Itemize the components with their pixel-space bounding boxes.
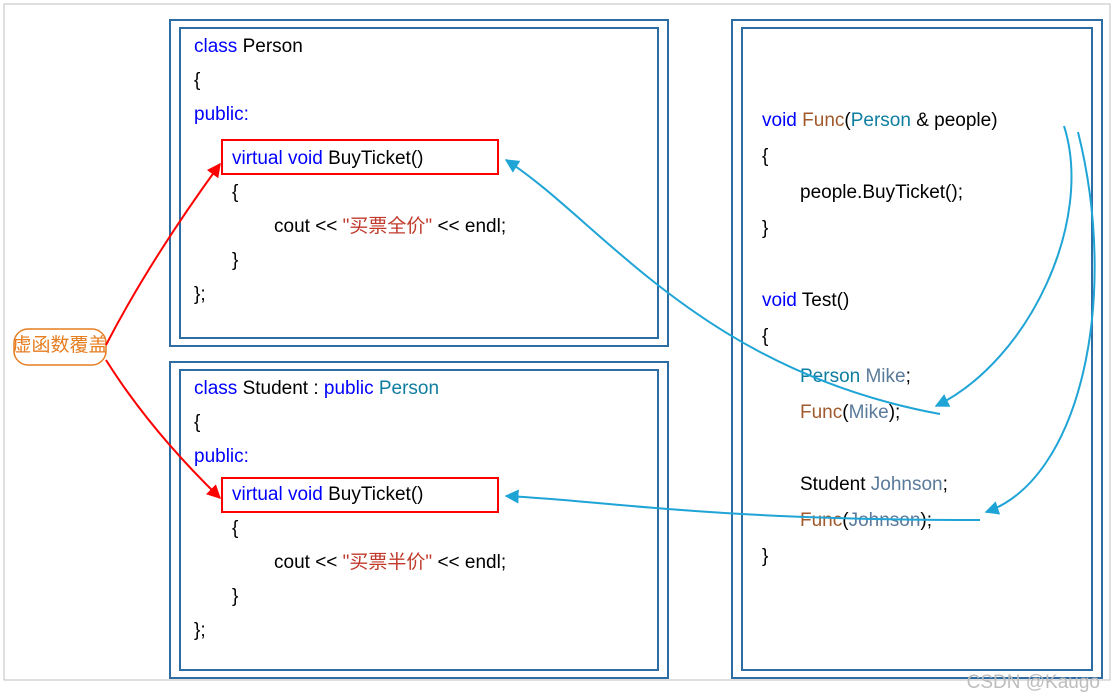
person-code-line-6: }: [232, 250, 238, 271]
diagram-canvas: class Person { public: virtual void BuyTick…: [0, 0, 1114, 695]
right-code-line-10: }: [762, 546, 768, 567]
right-code-line-7: Func(Mike);: [800, 402, 900, 423]
right-code-line-8: Student Johnson;: [800, 474, 948, 495]
student-code-line-5: cout << "买票半价" << endl;: [274, 551, 506, 573]
student-code-line-1: {: [194, 412, 201, 433]
right-code-line-6: Person Mike;: [800, 366, 911, 387]
person-code-line-0: class Person: [194, 36, 303, 57]
student-code-line-7: };: [194, 620, 206, 641]
person-code-line-5: cout << "买票全价" << endl;: [274, 215, 506, 237]
right-code-line-1: {: [762, 146, 769, 167]
person-panel-inner: [180, 28, 658, 338]
student-code-line-4: {: [232, 518, 239, 539]
student-code-line-0: class Student : public Person: [194, 378, 439, 399]
person-code-line-4: {: [232, 182, 239, 203]
person-code-line-1: {: [194, 70, 201, 91]
right-code-line-0: void Func(Person & people): [762, 110, 998, 131]
right-code-line-4: void Test(): [762, 290, 849, 311]
person-code-line-7: };: [194, 284, 206, 305]
student-code-line-2: public:: [194, 446, 249, 467]
override-badge-label: 虚函数覆盖: [12, 334, 107, 356]
right-code-line-5: {: [762, 326, 769, 347]
person-code-line-3: virtual void BuyTicket(): [232, 148, 423, 169]
watermark: CSDN @Kaugo: [967, 672, 1100, 693]
student-panel-inner: [180, 370, 658, 670]
student-code-line-6: }: [232, 586, 238, 607]
right-code-line-3: }: [762, 218, 768, 239]
right-code-line-2: people.BuyTicket();: [800, 182, 963, 203]
person-code-line-2: public:: [194, 104, 249, 125]
student-code-line-3: virtual void BuyTicket(): [232, 484, 423, 505]
